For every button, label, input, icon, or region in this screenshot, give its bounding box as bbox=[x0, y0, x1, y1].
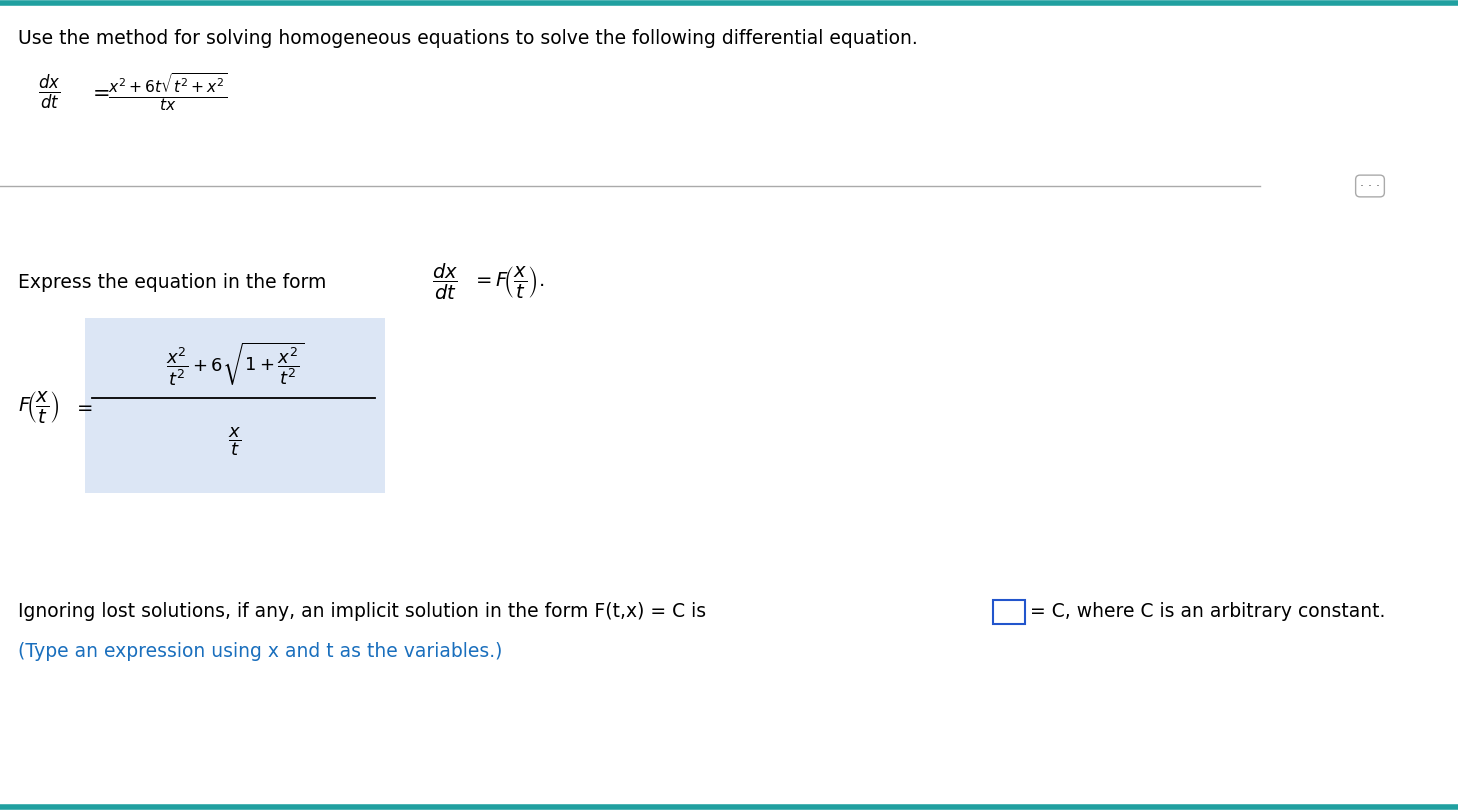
Text: Express the equation in the form: Express the equation in the form bbox=[17, 272, 327, 291]
Text: $\dfrac{dx}{dt}$: $\dfrac{dx}{dt}$ bbox=[432, 262, 458, 302]
Text: Ignoring lost solutions, if any, an implicit solution in the form F(t,x) = C is: Ignoring lost solutions, if any, an impl… bbox=[17, 602, 706, 620]
Text: $=$: $=$ bbox=[87, 82, 109, 102]
Text: (Type an expression using x and t as the variables.): (Type an expression using x and t as the… bbox=[17, 642, 503, 661]
Text: $\dfrac{x^2}{t^2} + 6\sqrt{1 + \dfrac{x^2}{t^2}}$: $\dfrac{x^2}{t^2} + 6\sqrt{1 + \dfrac{x^… bbox=[166, 340, 305, 387]
Text: $\frac{dx}{dt}$: $\frac{dx}{dt}$ bbox=[38, 72, 60, 112]
Text: · · ·: · · · bbox=[1360, 180, 1381, 193]
Bar bbox=[85, 319, 385, 493]
Bar bbox=[993, 600, 1025, 624]
Text: $=$: $=$ bbox=[73, 397, 93, 416]
Text: $= F\!\left(\dfrac{x}{t}\right).$: $= F\!\left(\dfrac{x}{t}\right).$ bbox=[472, 264, 544, 299]
Text: $F\!\left(\dfrac{x}{t}\right)$: $F\!\left(\dfrac{x}{t}\right)$ bbox=[17, 388, 60, 424]
Text: Use the method for solving homogeneous equations to solve the following differen: Use the method for solving homogeneous e… bbox=[17, 29, 917, 48]
Text: $\dfrac{x}{t}$: $\dfrac{x}{t}$ bbox=[229, 425, 242, 457]
Text: = C, where C is an arbitrary constant.: = C, where C is an arbitrary constant. bbox=[1029, 602, 1385, 620]
Text: $\frac{x^2 + 6t\sqrt{t^2 + x^2}}{tx}$: $\frac{x^2 + 6t\sqrt{t^2 + x^2}}{tx}$ bbox=[108, 71, 227, 113]
